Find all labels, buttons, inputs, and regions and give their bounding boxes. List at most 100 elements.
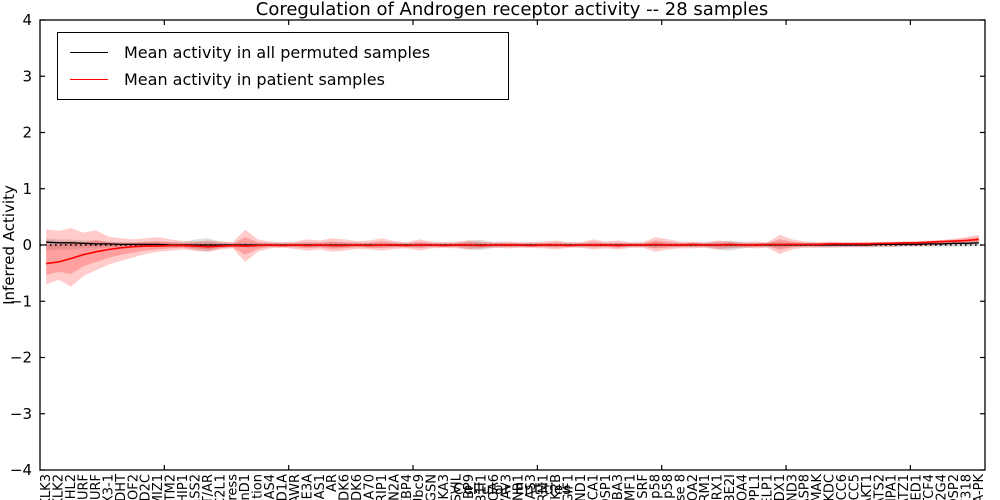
x-tick-label: CDKN2A [387, 474, 402, 500]
x-tick-label: T-DHT/AR/SNURF [89, 474, 104, 500]
x-tick-label: T-DHT/AR/CyclinD1 [238, 474, 253, 500]
y-tick-label: 4 [22, 11, 32, 29]
legend-line-patient-icon [70, 79, 108, 80]
x-tick-label: GSN [425, 474, 440, 500]
x-tick-label: CTNNB1 [512, 474, 527, 500]
x-tick-label: HNRNPA1 [885, 474, 900, 500]
x-tick-label: SRF [636, 474, 651, 499]
x-tick-label: T-DHT/AR/Caspase 8 [673, 474, 688, 500]
x-tick-label: PIAS3 [524, 474, 539, 500]
y-tick-label: 1 [22, 180, 32, 198]
x-tick-label: CTDSP1 [599, 474, 614, 500]
x-tick-label: NCOA4 [736, 474, 751, 500]
x-tick-label: CTDSP2 [947, 474, 962, 500]
x-tick-label: T-DHT/AR/PRX1 [711, 474, 726, 500]
x-tick-label: PA2G4 [934, 474, 949, 500]
chart-title: Coregulation of Androgen receptor activi… [256, 0, 769, 20]
x-tick-label: response to oxidative stress [226, 474, 241, 500]
x-tick-label: DNA-PK [972, 474, 987, 500]
y-tick-label: −1 [10, 292, 32, 310]
x-tick-label: PIAS4 [263, 474, 278, 500]
x-tick-label: T-DHT/AR/Ubc9 [412, 474, 427, 500]
x-tick-label: UBE3A [300, 474, 315, 500]
x-tick-label: TGIF1 [561, 474, 576, 500]
x-tick-label: PAWR [288, 474, 303, 500]
x-tick-label: FKBP4 [400, 474, 415, 500]
legend: Mean activity in all permuted samples Me… [57, 32, 509, 100]
x-tick-label: NCOA2 [686, 474, 701, 500]
x-tick-label: SVIL [450, 473, 465, 500]
x-tick-label: XRCC6 [835, 474, 850, 500]
y-tick-label: 3 [22, 67, 32, 85]
x-tick-label: VAV3 [499, 474, 514, 500]
x-tick-label: CCND1 [574, 474, 589, 500]
x-tick-label: PELP1 [760, 474, 775, 500]
x-tick-label: CCND3 [785, 474, 800, 500]
legend-label-patient: Mean activity in patient samples [124, 70, 385, 89]
x-tick-label: AKT1 [860, 474, 875, 500]
x-tick-label: PRDX1 [773, 474, 788, 500]
x-tick-label: PATZ1 [897, 474, 912, 500]
patient-mean-line [46, 238, 979, 265]
x-tick-label: JMJD1A [275, 474, 290, 500]
x-tick-label: PTK2B [549, 474, 564, 500]
x-tick-label: RPS6KA3 [437, 474, 452, 500]
y-tick-label: −3 [10, 405, 32, 423]
x-tick-label: T-DHT/AR [201, 474, 216, 500]
x-tick-label: MED1 [910, 474, 925, 500]
x-tick-label: HIP1 [176, 474, 191, 500]
y-tick-label: 0 [22, 236, 32, 254]
x-tick-label: KLK2 [52, 474, 67, 500]
legend-entry-permuted: Mean activity in all permuted samples [70, 39, 508, 66]
x-tick-label: T-DHT/AR/CDK6 [338, 474, 353, 500]
x-tick-label: CDK6 [350, 474, 365, 500]
x-tick-label: CARM1 [698, 474, 713, 500]
x-tick-label: ZNF318 [959, 474, 974, 500]
patient-band-outer [46, 228, 979, 287]
x-axis-label: Cellular Entities [453, 480, 571, 498]
x-tick-label: NCOA6 [487, 474, 502, 500]
x-tick-label: T-DHT/AR/Cyclin D3/CDK11 p58 [648, 474, 663, 500]
legend-entry-patient: Mean activity in patient samples [70, 66, 508, 93]
x-tick-label: BRCA1 [586, 474, 601, 500]
x-tick-label: CDC2L1 [213, 474, 228, 500]
x-tick-label: FHL2 [64, 474, 79, 500]
x-tick-label: NKX3-1 [101, 474, 116, 500]
x-tick-label: PRKDC [823, 474, 838, 500]
x-tick-label: TMPRSS2 [188, 474, 203, 500]
plot-area: 4 3 2 1 0 −1 −2 −3 −4 KLK3KLK2FHL2SNURFT-DHT/AR/S… [10, 11, 987, 500]
x-tick-label: CMTM2 [164, 474, 179, 500]
y-tick-label: −4 [10, 461, 32, 479]
x-tick-label: T-DHT/AR/TIF2/CARM1 [537, 474, 552, 500]
x-tick-label: XRCC5 [847, 474, 862, 500]
x-tick-label: UBA3 [611, 474, 626, 500]
x-tick-label: AOF2 [126, 474, 141, 500]
x-tick-label: LATS2 [872, 474, 887, 500]
x-tick-label: CASP8 [798, 474, 813, 500]
x-tick-label: JMJD2C [139, 474, 154, 500]
patient-band-inner [46, 236, 979, 275]
x-tick-label: RANBP9 [462, 474, 477, 500]
x-tick-label: NRIP1 [375, 474, 390, 500]
y-tick-label: −2 [10, 349, 32, 367]
y-axis-label: Inferred Activity [0, 185, 18, 305]
x-tick-label: cell proliferation [251, 474, 266, 500]
legend-label-permuted: Mean activity in all permuted samples [124, 43, 431, 62]
x-tick-label: TGFB1I1 [474, 474, 489, 500]
y-tick-label: 2 [22, 124, 32, 142]
x-tick-label: mol:T-DHT [114, 474, 129, 500]
legend-line-permuted-icon [70, 52, 108, 53]
x-tick-label: Cyclin D3/CDK11 p58 [661, 474, 676, 500]
x-tick-label: UBE2I [723, 474, 738, 500]
x-tick-label: APPL1 [748, 474, 763, 500]
x-tick-label: MAK [810, 474, 825, 500]
x-tick-label: AR [325, 474, 340, 492]
x-tick-label: SNURF [77, 474, 92, 500]
x-tick-label: TCF4 [922, 474, 937, 500]
x-tick-label: ZMIZ1 [151, 474, 166, 500]
x-tick-label: PIAS1 [313, 474, 328, 500]
x-tick-label: KLK3 [39, 474, 54, 500]
x-tick-label: T-DHT/AR/ARA70 [363, 474, 378, 500]
